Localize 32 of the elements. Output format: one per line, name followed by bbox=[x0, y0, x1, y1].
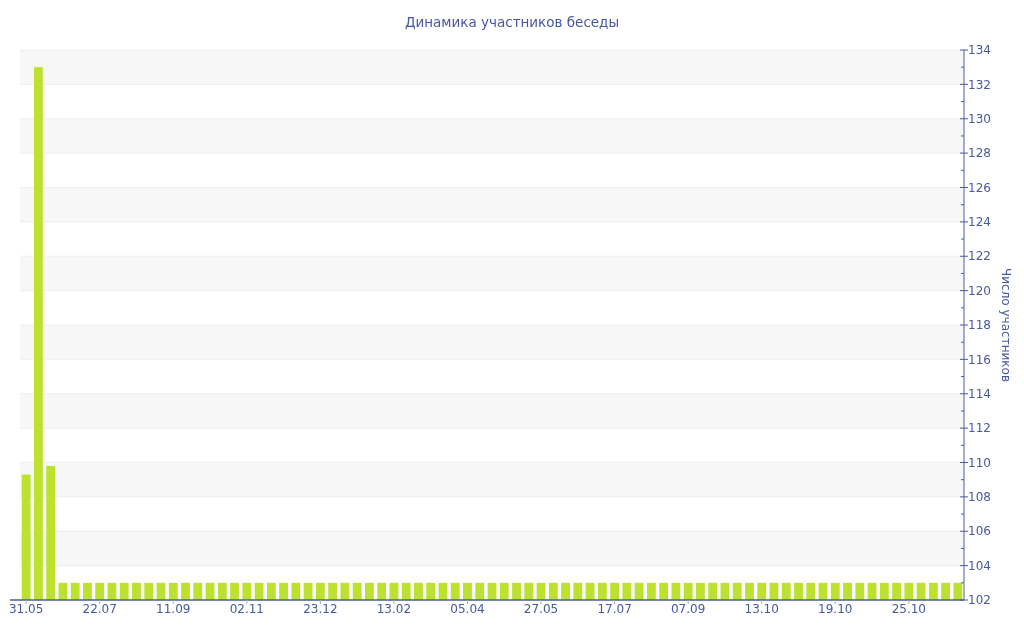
y-tick-label: 104 bbox=[968, 558, 991, 573]
y-tick-label: 134 bbox=[968, 43, 991, 58]
y-tick-label: 114 bbox=[968, 386, 991, 401]
x-tick-label: 13.02 bbox=[376, 602, 412, 616]
x-tick-label: 02.11 bbox=[229, 602, 264, 616]
y-tick-label: 108 bbox=[968, 490, 991, 505]
y-tick-label: 130 bbox=[968, 111, 991, 126]
y-tick-label: 132 bbox=[968, 77, 991, 92]
x-tick-label: 05.04 bbox=[450, 602, 485, 616]
y-tick-label: 102 bbox=[968, 593, 991, 608]
x-tick-label: 17.07 bbox=[597, 602, 632, 616]
y-tick-label: 126 bbox=[968, 180, 991, 195]
y-tick-label: 110 bbox=[968, 455, 991, 470]
x-tick-label: 22.07 bbox=[82, 602, 117, 616]
x-tick-label: 23.12 bbox=[303, 602, 338, 616]
x-tick-label: 07.09 bbox=[670, 602, 706, 616]
x-tick-label: 13.10 bbox=[744, 602, 779, 616]
y-tick-label: 106 bbox=[968, 524, 991, 539]
y-tick-label: 124 bbox=[968, 215, 991, 230]
chart-title: Динамика участников беседы bbox=[404, 14, 620, 30]
x-tick-label: 25.10 bbox=[891, 602, 927, 616]
x-tick-label: 31.05 bbox=[8, 602, 44, 616]
y-tick-label: 112 bbox=[968, 421, 991, 436]
x-tick-label: 19.10 bbox=[818, 602, 853, 616]
y-axis-title: Число участников bbox=[999, 268, 1013, 382]
y-tick-label: 128 bbox=[968, 146, 991, 161]
y-tick-label: 116 bbox=[968, 352, 991, 367]
x-tick-label: 11.09 bbox=[156, 602, 191, 616]
y-tick-label: 122 bbox=[968, 249, 991, 264]
y-tick-label: 118 bbox=[968, 318, 991, 333]
x-tick-label: 27.05 bbox=[523, 602, 559, 616]
y-tick-label: 120 bbox=[968, 283, 991, 298]
